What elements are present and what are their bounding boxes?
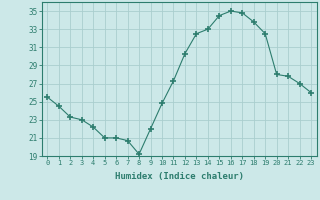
X-axis label: Humidex (Indice chaleur): Humidex (Indice chaleur) (115, 172, 244, 181)
